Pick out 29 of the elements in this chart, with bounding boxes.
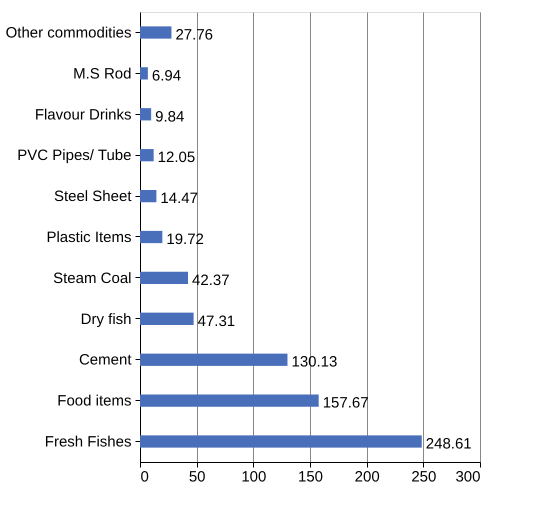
data-label: 157.67: [322, 394, 369, 412]
y-tick-label: Plastic Items: [46, 229, 132, 246]
data-label: 42.37: [192, 272, 230, 289]
y-tick-label: Dry fish: [80, 310, 132, 328]
data-label: 19.72: [166, 231, 204, 248]
data-label: 9.84: [155, 108, 184, 126]
x-tick-label: 150: [298, 468, 324, 486]
data-label: 27.76: [175, 26, 214, 44]
y-tick-label: Food items: [57, 392, 132, 410]
data-label: 248.61: [426, 436, 472, 453]
y-tick-label: M.S Rod: [73, 65, 132, 82]
x-tick-label: 50: [188, 468, 206, 486]
y-tick-label: Steam Coal: [53, 270, 132, 287]
x-tick-label: 250: [411, 468, 436, 486]
data-label: 47.31: [198, 312, 236, 330]
y-tick-label: Fresh Fishes: [44, 434, 132, 451]
y-tick-label: Steel Sheet: [54, 188, 132, 206]
x-tick-label: 0: [140, 468, 149, 486]
x-tick-label: 300: [455, 468, 480, 486]
data-label: 14.47: [160, 190, 198, 208]
y-tick-label: Flavour Drinks: [34, 106, 132, 124]
y-tick-label: Cement: [78, 352, 132, 369]
y-tick-label: PVC Pipes/ Tube: [17, 147, 132, 164]
data-label: 12.05: [158, 149, 196, 166]
x-tick-label: 200: [354, 468, 380, 486]
x-tick-label: 100: [241, 468, 266, 486]
y-tick-label: Other commodities: [6, 24, 132, 42]
data-label: 130.13: [291, 354, 338, 371]
data-label: 6.94: [152, 67, 182, 84]
